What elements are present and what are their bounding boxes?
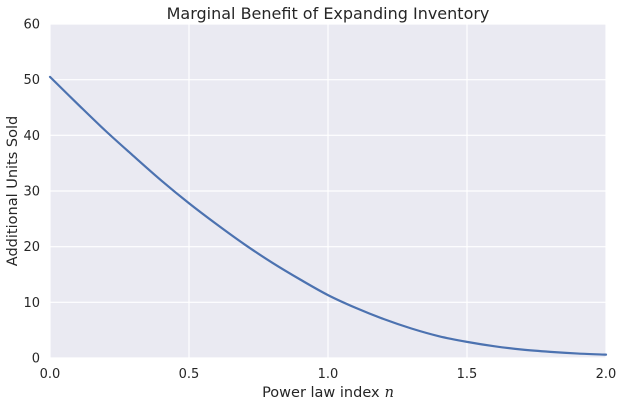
grid-lines: [49, 23, 607, 359]
y-tick-label-1: 10: [23, 296, 40, 311]
x-tick-label-2: 1.0: [318, 367, 339, 382]
y-axis-label: Additional Units Sold: [5, 116, 21, 266]
y-tick-label-5: 50: [23, 73, 40, 88]
y-tick-label-0: 0: [32, 352, 40, 367]
x-tick-labels: 0.0 0.5 1.0 1.5 2.0: [40, 367, 617, 382]
x-tick-label-0: 0.0: [40, 367, 61, 382]
x-axis-label-text: Power law index: [262, 385, 380, 401]
x-tick-label-4: 2.0: [596, 367, 617, 382]
x-axis-label-symbol: n: [385, 385, 394, 401]
x-tick-label-1: 0.5: [179, 367, 200, 382]
y-tick-labels: 0 10 20 30 40 50 60: [23, 18, 40, 367]
series-layer: [48, 75, 608, 356]
x-tick-label-3: 1.5: [457, 367, 478, 382]
y-tick-label-6: 60: [23, 18, 40, 33]
chart-title: Marginal Benefit of Expanding Inventory: [167, 4, 490, 23]
y-tick-label-2: 20: [23, 240, 40, 255]
y-tick-label-3: 30: [23, 185, 40, 200]
series-line-0: [48, 75, 608, 356]
y-tick-label-4: 40: [23, 129, 40, 144]
x-axis-label: Power law index n: [262, 385, 394, 401]
